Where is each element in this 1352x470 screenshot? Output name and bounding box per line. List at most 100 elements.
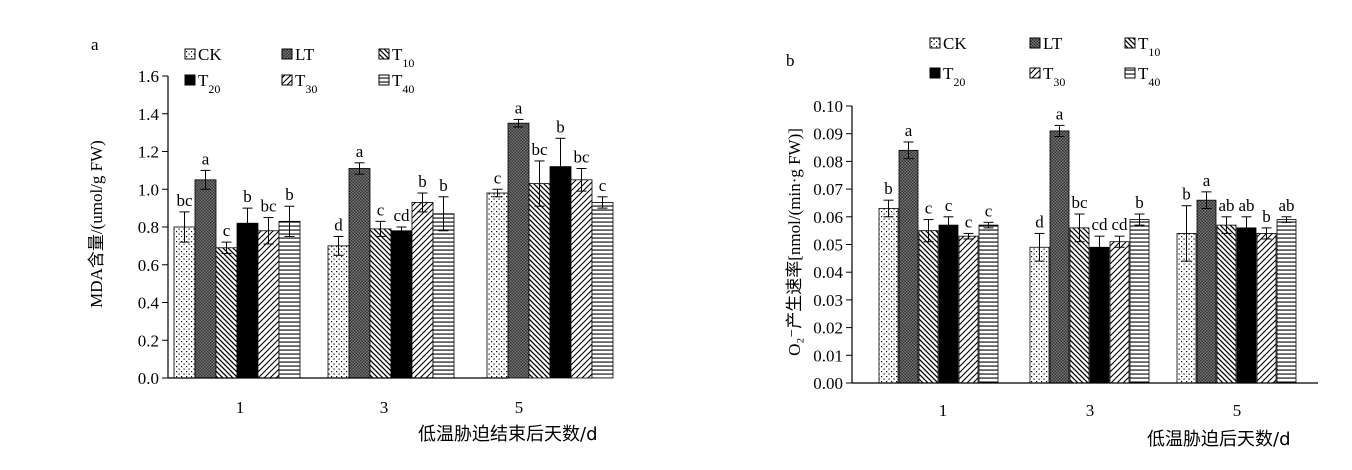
significance-label: ab [1278, 196, 1294, 215]
y-tick-label: 0.4 [138, 294, 160, 313]
bar [486, 192, 509, 379]
panel-label: b [786, 51, 795, 70]
legend-swatch [929, 37, 941, 49]
y-axis-ticks: 0.0 0.2 0.4 0.6 0.8 1.0 1.2 1.4 1.6 [138, 67, 168, 388]
bar [507, 122, 530, 379]
y-axis-label: MDA含量/(umol/g FW) [87, 140, 106, 308]
bar [257, 230, 280, 379]
significance-label: bc [531, 140, 548, 159]
bar [369, 228, 392, 379]
significance-label: c [925, 199, 933, 218]
significance-label: cd [1111, 215, 1128, 234]
axes [167, 76, 508, 379]
chart-panel-a: a CK LT T10 T20 T30 T40 0.0 0.2 0.4 0.6 0.8 1.0 1.2… [87, 35, 614, 445]
significance-label: c [985, 201, 993, 220]
legend-label: CK [198, 45, 222, 64]
legend-label: LT [1043, 34, 1063, 53]
x-axis-label: 低温胁迫结束后天数/d [418, 424, 598, 445]
bar [278, 220, 301, 379]
x-tick-label: 5 [1233, 401, 1242, 420]
y-tick-label: 0.03 [813, 291, 843, 310]
significance-label: cd [1091, 215, 1108, 234]
bar [1276, 219, 1297, 384]
significance-label: b [285, 185, 294, 204]
x-tick-label: 5 [515, 398, 524, 417]
significance-label: a [202, 149, 210, 168]
x-tick-label: 1 [939, 401, 948, 420]
significance-label: a [1203, 171, 1211, 190]
bar [549, 166, 572, 379]
significance-label: cd [393, 206, 410, 225]
bar [1236, 227, 1257, 384]
y-tick-label: 0.02 [813, 319, 843, 338]
bar [1256, 233, 1277, 384]
legend-swatch [1124, 37, 1136, 49]
significance-label: a [905, 121, 913, 140]
significance-label: bc [1071, 193, 1088, 212]
bar [215, 247, 238, 379]
significance-label: ab [1218, 196, 1234, 215]
y-tick-label: 1.2 [138, 143, 159, 162]
legend: CK LT T10 T20 T30 T40 [184, 45, 414, 96]
y-tick-label: 0.00 [813, 374, 843, 393]
y-tick-label: 0.09 [813, 125, 843, 144]
y-tick-label: 1.4 [138, 105, 160, 124]
significance-label: a [356, 142, 364, 161]
y-tick-label: 0.07 [813, 180, 843, 199]
bar [1196, 199, 1217, 384]
panel-label: a [91, 35, 99, 54]
y-tick-label: 0.0 [138, 369, 159, 388]
legend-swatch [1124, 67, 1136, 79]
significance-label: c [223, 221, 231, 240]
x-axis-ticks: 1 3 5 [236, 398, 524, 417]
y-tick-label: 0.06 [813, 208, 843, 227]
legend-label: T10 [1138, 34, 1160, 59]
bar [1129, 219, 1150, 384]
bar [173, 226, 196, 379]
significance-label: b [1262, 207, 1271, 226]
bar [390, 230, 413, 379]
bar [432, 213, 455, 379]
y-tick-label: 0.01 [813, 346, 843, 365]
bar [1109, 241, 1130, 384]
legend-swatch [184, 48, 196, 60]
bar [411, 202, 434, 379]
legend-label: CK [943, 34, 967, 53]
legend-label: T30 [295, 71, 317, 96]
y-axis-ticks: 0.00 0.01 0.02 0.03 0.04 0.05 0.06 0.07 0.08 0.09… [813, 97, 852, 393]
significance-label: a [1056, 104, 1064, 123]
y-axis-label: O₂⁻产生速率[nmol/(min·g FW)] [785, 128, 804, 356]
significance-label: c [945, 196, 953, 215]
legend-swatch [929, 67, 941, 79]
bar [528, 183, 551, 379]
bar [898, 149, 919, 384]
significance-label: b [884, 179, 893, 198]
significance-label: b [243, 187, 252, 206]
y-tick-label: 0.08 [813, 152, 843, 171]
y-tick-label: 1.6 [138, 67, 159, 86]
bar [958, 235, 979, 384]
bar [194, 179, 217, 379]
legend-swatch [281, 74, 293, 86]
y-tick-label: 0.8 [138, 218, 159, 237]
significance-label: bc [573, 147, 590, 166]
legend-label: T10 [392, 45, 414, 70]
bar [570, 179, 593, 379]
x-axis-label: 低温胁迫后天数/d [1147, 429, 1291, 450]
legend-label: T40 [392, 71, 414, 96]
significance-label: a [515, 98, 523, 117]
x-axis-ticks: 1 3 5 [939, 401, 1242, 420]
bar [1029, 246, 1050, 384]
legend-label: T40 [1138, 64, 1160, 89]
significance-label: c [377, 200, 385, 219]
y-tick-label: 0.10 [813, 97, 843, 116]
significance-label: b [1182, 185, 1191, 204]
bar [1049, 130, 1070, 384]
bar [978, 224, 999, 384]
bar [348, 168, 371, 379]
